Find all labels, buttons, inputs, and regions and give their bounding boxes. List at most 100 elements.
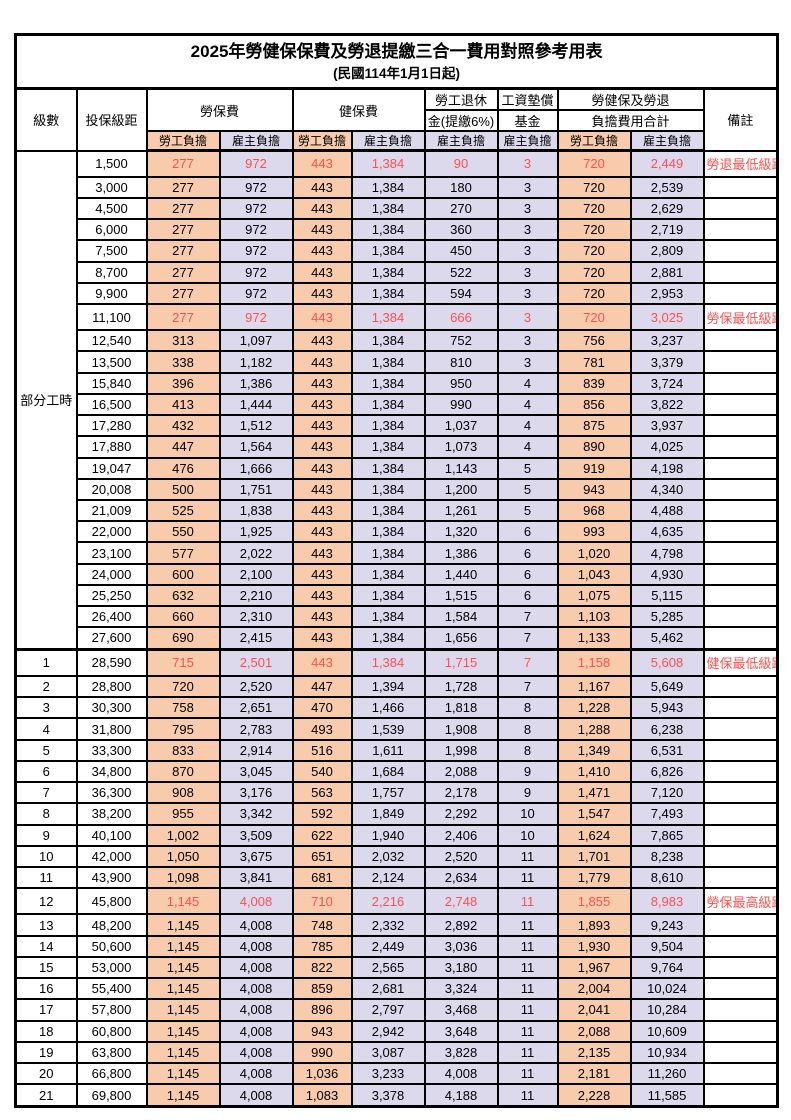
table-row: 26,400 660 2,310 443 1,384 1,584 7 1,103 5,285 xyxy=(16,605,779,629)
value-cell: 2,501 xyxy=(218,647,294,677)
subheader-total-employer: 雇主負擔 xyxy=(629,130,705,152)
value-cell: 3 xyxy=(496,260,559,284)
value-cell: 1,384 xyxy=(350,239,426,263)
value-cell: 1,728 xyxy=(423,674,499,699)
remark-cell xyxy=(702,583,779,608)
value-cell: 972 xyxy=(218,175,294,199)
remark-cell xyxy=(702,196,779,221)
level-cell: 19 xyxy=(14,1040,78,1064)
value-cell: 950 xyxy=(423,371,499,395)
value-cell: 338 xyxy=(145,350,221,374)
value-cell: 1,818 xyxy=(423,696,499,720)
value-cell: 1,158 xyxy=(556,647,632,677)
value-cell: 2,449 xyxy=(629,149,705,178)
remark-cell xyxy=(702,281,779,306)
value-cell: 443 xyxy=(291,303,353,332)
value-cell: 277 xyxy=(145,281,221,306)
value-cell: 6 xyxy=(496,583,559,608)
value-cell: 10,024 xyxy=(629,977,705,1001)
value-cell: 2,178 xyxy=(423,781,499,805)
table-row: 1 28,590 715 2,501 443 1,384 1,715 7 1,158 5,608 健… xyxy=(14,647,779,677)
value-cell: 2,181 xyxy=(556,1061,632,1086)
bracket-cell: 53,000 xyxy=(75,955,148,980)
bracket-cell: 40,100 xyxy=(75,823,148,847)
value-cell: 785 xyxy=(291,934,353,958)
value-cell: 720 xyxy=(556,303,632,332)
value-cell: 651 xyxy=(291,844,353,868)
value-cell: 5 xyxy=(496,498,559,523)
value-cell: 1,384 xyxy=(350,196,426,221)
value-cell: 2,135 xyxy=(556,1040,632,1064)
value-cell: 5,285 xyxy=(629,605,705,629)
value-cell: 2,539 xyxy=(629,175,705,199)
value-cell: 1,925 xyxy=(218,520,294,544)
value-cell: 277 xyxy=(145,239,221,263)
table-row: 18 60,800 1,145 4,008 943 2,942 3,648 11 2,088 10… xyxy=(14,1019,779,1043)
bracket-cell: 43,900 xyxy=(75,865,148,890)
part-time-group-label: 部分工時 xyxy=(14,149,78,651)
header-health-insurance: 健保費 xyxy=(291,87,426,132)
value-cell: 1,666 xyxy=(218,456,294,480)
value-cell: 1,384 xyxy=(350,218,426,242)
value-cell: 758 xyxy=(145,696,221,720)
remark-cell xyxy=(702,738,779,762)
bracket-cell: 30,300 xyxy=(75,696,148,720)
remark-cell xyxy=(702,218,779,242)
header-pension-line1: 勞工退休 xyxy=(423,87,499,111)
value-cell: 443 xyxy=(291,456,353,480)
remark-cell xyxy=(702,913,779,937)
value-cell: 1,103 xyxy=(556,605,632,629)
value-cell: 2,942 xyxy=(350,1019,426,1043)
value-cell: 5,649 xyxy=(629,674,705,699)
remark-cell: 勞保最高級距 xyxy=(702,887,779,916)
value-cell: 2,415 xyxy=(218,626,294,651)
remark-cell xyxy=(702,562,779,586)
value-cell: 3,025 xyxy=(629,303,705,332)
value-cell: 1,444 xyxy=(218,392,294,417)
subheader-health-employer: 雇主負擔 xyxy=(350,130,426,152)
value-cell: 1,073 xyxy=(423,435,499,459)
value-cell: 2,629 xyxy=(629,196,705,221)
title-row: 2025年勞健保保費及勞退提繳三合一費用對照參考用表 (民國114年1月1日起) xyxy=(14,33,779,90)
level-cell: 3 xyxy=(14,696,78,720)
bracket-cell: 16,500 xyxy=(75,392,148,417)
value-cell: 1,564 xyxy=(218,435,294,459)
value-cell: 3 xyxy=(496,218,559,242)
value-cell: 1,228 xyxy=(556,696,632,720)
value-cell: 11 xyxy=(496,934,559,958)
value-cell: 5,115 xyxy=(629,583,705,608)
value-cell: 1,684 xyxy=(350,759,426,784)
remark-cell xyxy=(702,371,779,395)
value-cell: 1,384 xyxy=(350,371,426,395)
value-cell: 11 xyxy=(496,844,559,868)
value-cell: 11,260 xyxy=(629,1061,705,1086)
value-cell: 277 xyxy=(145,149,221,178)
value-cell: 1,701 xyxy=(556,844,632,868)
table-row: 17 57,800 1,145 4,008 896 2,797 3,468 11 2,041 10… xyxy=(14,998,779,1022)
value-cell: 563 xyxy=(291,781,353,805)
remark-cell xyxy=(702,1019,779,1043)
value-cell: 2,881 xyxy=(629,260,705,284)
value-cell: 6 xyxy=(496,541,559,565)
value-cell: 8 xyxy=(496,738,559,762)
remark-cell xyxy=(702,934,779,958)
value-cell: 2,953 xyxy=(629,281,705,306)
header-row-3: 勞工負擔 雇主負擔 勞工負擔 雇主負擔 雇主負擔 雇主負擔 勞工負擔 雇主負擔 xyxy=(16,130,778,152)
value-cell: 270 xyxy=(423,196,499,221)
table-row: 4,500 277 972 443 1,384 270 3 720 2,629 xyxy=(16,196,779,221)
value-cell: 8,238 xyxy=(629,844,705,868)
value-cell: 4 xyxy=(496,435,559,459)
value-cell: 1,384 xyxy=(350,392,426,417)
value-cell: 1,075 xyxy=(556,583,632,608)
remark-cell: 勞保最低級距 xyxy=(702,303,779,332)
value-cell: 1,349 xyxy=(556,738,632,762)
header-wage-fund-line2: 基金 xyxy=(496,109,559,132)
value-cell: 1,020 xyxy=(556,541,632,565)
remark-cell xyxy=(702,998,779,1022)
header-pension-line2: 金(提繳6%) xyxy=(423,109,499,132)
value-cell: 443 xyxy=(291,175,353,199)
value-cell: 2,681 xyxy=(350,977,426,1001)
remark-cell xyxy=(702,414,779,438)
table-row: 13,500 338 1,182 443 1,384 810 3 781 3,379 xyxy=(16,350,779,374)
value-cell: 4,008 xyxy=(218,998,294,1022)
